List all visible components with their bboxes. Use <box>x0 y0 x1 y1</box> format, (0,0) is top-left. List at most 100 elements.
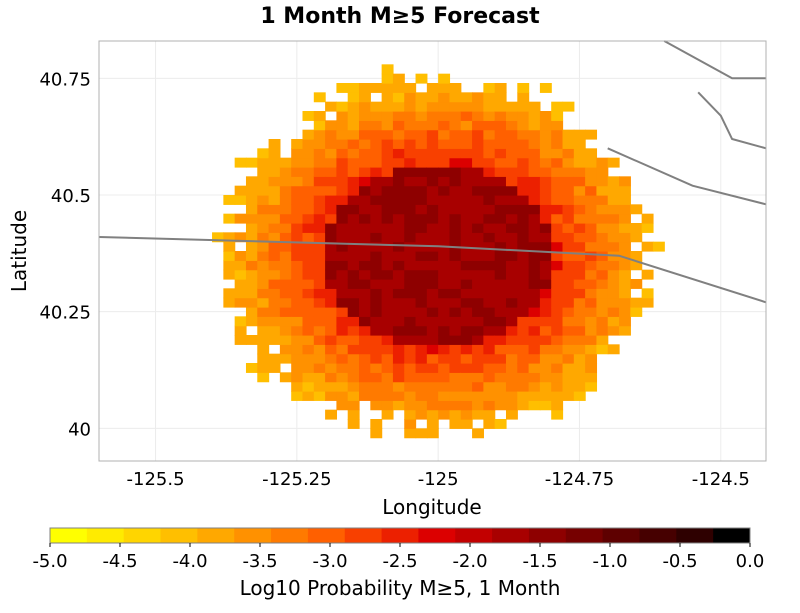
heatmap-cell <box>415 213 428 224</box>
heatmap-cell <box>370 148 383 159</box>
heatmap-cell <box>415 111 428 121</box>
heatmap-cell <box>472 223 484 233</box>
heatmap-cell <box>449 316 462 327</box>
heatmap-cell <box>359 232 371 243</box>
heatmap-cell <box>551 139 564 149</box>
heatmap-cell <box>234 269 247 280</box>
colorbar-segment <box>639 528 677 543</box>
heatmap-cell <box>562 279 575 289</box>
heatmap-cell <box>494 157 507 168</box>
heatmap-cell <box>302 260 315 271</box>
heatmap-cell <box>291 325 304 336</box>
heatmap-cell <box>257 251 270 261</box>
heatmap-cell <box>426 185 439 196</box>
heatmap-cell <box>573 316 586 327</box>
heatmap-cell <box>483 381 496 392</box>
heatmap-cell <box>359 288 371 299</box>
x-tick-label: -124.5 <box>692 469 750 490</box>
heatmap-cell <box>438 148 451 159</box>
heatmap-cell <box>483 251 496 261</box>
heatmap-cell <box>268 185 281 196</box>
heatmap-cell <box>359 213 371 224</box>
heatmap-cell <box>596 185 609 196</box>
heatmap-cell <box>370 279 383 289</box>
heatmap-cell <box>257 185 270 196</box>
heatmap-cell <box>460 307 473 317</box>
colorbar-segment <box>86 528 125 543</box>
heatmap-cell <box>359 148 371 159</box>
heatmap-cell <box>302 279 315 289</box>
heatmap-cell <box>381 391 394 401</box>
heatmap-cell <box>562 185 575 196</box>
heatmap-cell <box>505 241 518 252</box>
heatmap-cell <box>325 288 338 299</box>
chart-title: 1 Month M≥5 Forecast <box>260 4 540 29</box>
heatmap-cell <box>460 204 473 215</box>
heatmap-cell <box>483 269 496 280</box>
heatmap-cell <box>607 297 620 308</box>
heatmap-cell <box>347 391 360 401</box>
heatmap-cell <box>517 120 530 131</box>
heatmap-cell <box>539 344 552 355</box>
heatmap-cell <box>460 353 473 364</box>
heatmap-cell <box>562 232 575 243</box>
heatmap-cell <box>325 139 338 149</box>
heatmap-cell <box>517 251 530 261</box>
heatmap-cell <box>325 129 338 140</box>
heatmap-cell <box>268 251 281 261</box>
heatmap-cell <box>562 167 575 177</box>
heatmap-cell <box>460 409 473 420</box>
heatmap-cell <box>325 316 338 327</box>
heatmap-cell <box>483 391 496 401</box>
heatmap-cell <box>596 325 609 336</box>
heatmap-cell <box>619 223 631 233</box>
heatmap-cell <box>302 195 315 205</box>
heatmap-cell <box>347 232 360 243</box>
colorbar-segment <box>50 528 88 543</box>
heatmap-cell <box>370 316 383 327</box>
heatmap-cell <box>596 176 609 187</box>
heatmap-cell <box>268 307 281 317</box>
heatmap-cell <box>607 223 620 233</box>
heatmap-cell <box>291 344 304 355</box>
heatmap-cell <box>313 335 326 345</box>
heatmap-cell <box>517 325 530 336</box>
heatmap-cell <box>392 269 405 280</box>
heatmap-cell <box>291 223 304 233</box>
heatmap-cell <box>596 157 609 168</box>
heatmap-cell <box>336 391 349 401</box>
heatmap-cell <box>472 213 484 224</box>
heatmap-cell <box>472 335 484 345</box>
heatmap-cell <box>313 204 326 215</box>
heatmap-cell <box>381 129 394 140</box>
heatmap-cell <box>359 157 371 168</box>
heatmap-cell <box>551 325 564 336</box>
heatmap-cell <box>392 185 405 196</box>
heatmap-cell <box>336 195 349 205</box>
heatmap-cell <box>234 213 247 224</box>
heatmap-cell <box>472 148 484 159</box>
heatmap-cell <box>539 260 552 271</box>
heatmap-cell <box>279 213 292 224</box>
heatmap-cell <box>347 288 360 299</box>
heatmap-cell <box>426 353 439 364</box>
heatmap-cell <box>494 195 507 205</box>
heatmap-cell <box>381 279 394 289</box>
heatmap-cell <box>370 344 383 355</box>
heatmap-cell <box>302 363 315 373</box>
heatmap-cell <box>449 307 462 317</box>
y-axis-ticks: 40 40.25 40.5 40.75 <box>39 69 91 440</box>
heatmap-cell <box>381 111 394 121</box>
heatmap-cell <box>381 381 394 392</box>
heatmap-cell <box>313 260 326 271</box>
heatmap-cell <box>494 297 507 308</box>
heatmap-cell <box>404 297 417 308</box>
heatmap-cell <box>562 297 575 308</box>
heatmap-cell <box>438 111 451 121</box>
heatmap-cell <box>573 335 586 345</box>
heatmap-cell <box>573 232 586 243</box>
heatmap-cell <box>528 129 541 140</box>
heatmap-cell <box>483 101 496 112</box>
heatmap-cell <box>359 167 371 177</box>
x-axis-label: Longitude <box>382 495 481 519</box>
